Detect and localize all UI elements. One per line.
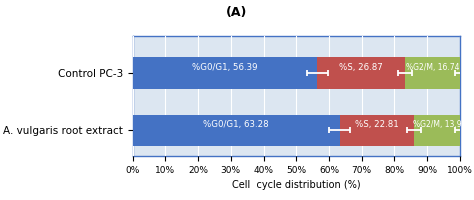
Text: (A): (A) — [226, 6, 248, 19]
Bar — [340, 115, 414, 146]
Text: %S, 26.87: %S, 26.87 — [339, 63, 383, 72]
Text: %S, 22.81: %S, 22.81 — [355, 120, 399, 129]
Bar — [317, 57, 405, 89]
Text: %G2/M, 13.9: %G2/M, 13.9 — [413, 120, 461, 129]
Text: %G0/G1, 63.28: %G0/G1, 63.28 — [203, 120, 269, 129]
Text: %G0/G1, 56.39: %G0/G1, 56.39 — [192, 63, 258, 72]
X-axis label: Cell  cycle distribution (%): Cell cycle distribution (%) — [232, 180, 361, 190]
Text: %G2/M, 16.74: %G2/M, 16.74 — [406, 63, 459, 72]
Bar — [414, 115, 460, 146]
Bar — [133, 115, 340, 146]
Bar — [133, 57, 317, 89]
Bar — [405, 57, 460, 89]
